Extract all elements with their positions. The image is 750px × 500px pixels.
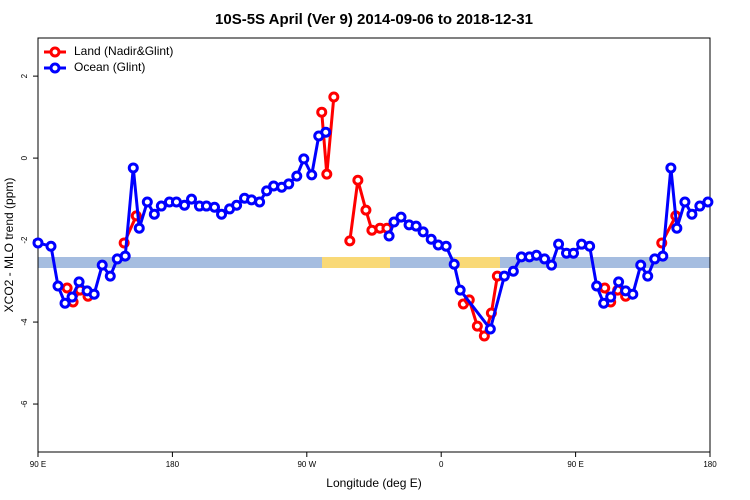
data-point [665,162,677,174]
data-point [59,297,71,309]
data-point [679,196,691,208]
data-point [395,211,407,223]
y-tick-label: -6 [20,400,29,408]
data-point [657,250,669,262]
land-band [322,257,390,268]
data-point [328,91,340,103]
data-point [254,196,266,208]
data-point [546,259,558,271]
legend-marker [49,46,61,58]
plot-frame [37,37,711,453]
land-band [455,257,500,268]
data-point [671,222,683,234]
data-point [209,201,221,213]
data-point [642,270,654,282]
data-point [344,235,356,247]
data-point [32,237,44,249]
data-point [306,169,318,181]
data-point [66,291,78,303]
data-point [216,208,228,220]
y-tick-label: 0 [20,155,29,160]
chart-title: 10S-5S April (Ver 9) 2014-09-06 to 2018-… [215,11,533,28]
land-mask-band [38,257,710,268]
data-point [568,247,580,259]
x-tick-label: 180 [703,460,717,469]
data-point [471,320,483,332]
data-point [388,216,400,228]
data-point [507,265,519,277]
data-point [231,199,243,211]
data-point [261,185,273,197]
legend-label: Ocean (Glint) [74,60,145,74]
data-point [320,126,332,138]
data-point [686,208,698,220]
data-point [627,288,639,300]
x-tick-label: 90 W [297,460,316,469]
data-point [635,259,647,271]
data-point [186,193,198,205]
data-point [478,330,490,342]
data-point [141,196,153,208]
data-point [605,291,617,303]
data-point [553,238,565,250]
y-axis-label: XCO2 - MLO trend (ppm) [2,178,16,313]
data-point [133,222,145,234]
data-point [283,178,295,190]
data-point [484,323,496,335]
x-axis-label: Longitude (deg E) [326,476,421,490]
data-point [410,220,422,232]
y-tick-label: -4 [20,318,29,326]
y-tick-label: -2 [20,236,29,244]
data-point [155,200,167,212]
data-point [613,276,625,288]
data-point [316,106,328,118]
data-point [73,276,85,288]
data-point [127,162,139,174]
data-point [291,170,303,182]
data-point [148,208,160,220]
data-point [88,288,100,300]
data-point [321,168,333,180]
data-point [702,196,714,208]
x-tick-label: 90 E [567,460,583,469]
data-point [352,174,364,186]
data-point [45,240,57,252]
data-point [61,282,73,294]
legend-marker [49,62,61,74]
data-point [498,270,510,282]
data-point [178,199,190,211]
data-point [298,153,310,165]
data-point [104,270,116,282]
legend-label: Land (Nadir&Glint) [74,44,173,58]
data-point [417,226,429,238]
data-point [52,280,64,292]
data-point [383,230,395,242]
data-point [440,240,452,252]
data-point [694,200,706,212]
x-tick-label: 90 E [30,460,46,469]
data-point [96,259,108,271]
x-tick-label: 0 [439,460,444,469]
y-tick-label: 2 [20,73,29,78]
data-point [584,240,596,252]
data-point [454,284,466,296]
data-point [598,297,610,309]
data-point [425,233,437,245]
x-tick-label: 180 [166,460,180,469]
data-point [119,250,131,262]
data-point [539,253,551,265]
data-point [360,204,372,216]
data-point [448,258,460,270]
data-point [591,280,603,292]
